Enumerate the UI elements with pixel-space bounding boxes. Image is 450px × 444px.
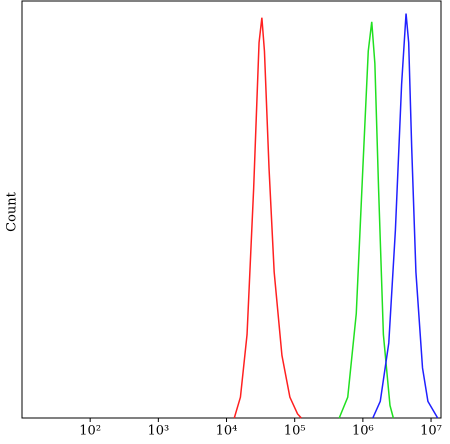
plot-frame (21, 0, 442, 419)
x-tick-label: 10³ (147, 424, 169, 439)
x-tick-label: 10² (79, 424, 101, 439)
x-tick-label: 10⁴ (216, 424, 238, 439)
histogram-line (338, 21, 395, 419)
x-tick-label: 10⁷ (420, 424, 442, 439)
y-axis-label: Count (5, 191, 20, 232)
x-tick-label: 10⁶ (352, 424, 374, 439)
x-tick-label: 10⁵ (284, 424, 306, 439)
histogram-line (233, 17, 302, 419)
histogram-line (372, 13, 439, 419)
